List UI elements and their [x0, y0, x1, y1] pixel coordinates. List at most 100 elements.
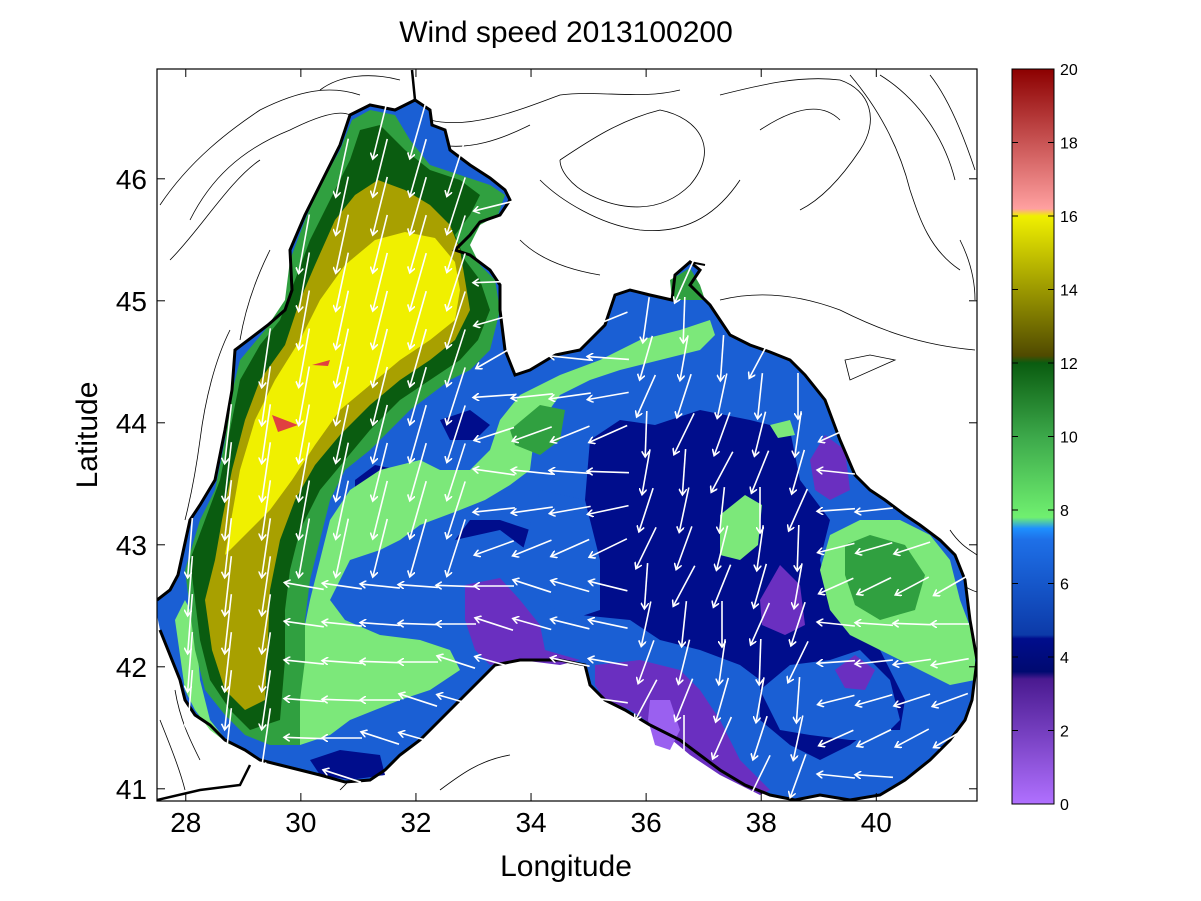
wind-arrow	[588, 659, 628, 667]
wind-arrow	[262, 670, 272, 729]
wind-arrow	[513, 539, 552, 556]
wind-arrow	[299, 328, 311, 387]
x-tick-label: 40	[861, 807, 892, 838]
wind-arrow	[719, 639, 726, 685]
wind-arrow	[399, 694, 438, 707]
wind-arrow	[188, 556, 194, 616]
wind-arrow	[398, 585, 439, 588]
wind-arrow	[299, 290, 311, 349]
wind-arrow	[754, 563, 768, 608]
wind-arrow	[299, 518, 311, 577]
wind-arrow	[474, 200, 515, 211]
wind-arrow	[473, 507, 515, 512]
wind-arrow	[511, 506, 553, 513]
wind-arrow	[262, 442, 272, 501]
wind-arrow	[749, 337, 772, 379]
y-tick-label: 44	[116, 408, 147, 439]
wind-arrow	[284, 699, 325, 702]
wind-arrow	[549, 356, 591, 361]
wind-arrow	[855, 659, 893, 664]
wind-arrow	[476, 346, 513, 369]
wind-arrow	[855, 507, 893, 512]
contour-3-fill-ne	[810, 435, 850, 500]
contour-8-fill-tiny	[770, 420, 795, 438]
wind-arrow	[818, 542, 855, 552]
contour-3-fill-south	[595, 660, 770, 795]
wind-arrow	[323, 770, 362, 783]
wind-arrow	[855, 623, 894, 626]
wind-arrow	[262, 632, 272, 691]
x-tick-label: 32	[400, 807, 431, 838]
wind-arrow	[410, 404, 427, 463]
wind-arrow	[513, 580, 552, 593]
contour-8-fill-mid	[720, 495, 762, 560]
colorbar-tick-label: 14	[1060, 283, 1078, 300]
wind-arrow	[817, 774, 855, 779]
wind-arrow	[262, 708, 272, 767]
wind-arrow	[638, 640, 655, 683]
wind-arrow	[639, 487, 654, 532]
wind-arrow	[788, 640, 809, 682]
wind-arrow	[587, 357, 630, 360]
wind-arrow	[589, 581, 628, 592]
wind-arrow	[751, 450, 770, 494]
contour-8-fill-main	[290, 320, 715, 745]
wind-arrow	[717, 373, 728, 419]
wind-arrow	[713, 716, 733, 759]
wind-arrow	[225, 556, 233, 616]
wind-arrow	[336, 442, 350, 502]
wind-arrow	[635, 679, 658, 721]
wind-arrow	[336, 404, 350, 464]
wind-arrow	[447, 367, 466, 424]
colorbar-ticks: 0 2 4 6 8 10 12 14 16 18 20	[1012, 62, 1078, 814]
wind-arrow	[588, 620, 628, 629]
wind-arrow	[322, 583, 362, 590]
wind-arrow	[817, 509, 856, 512]
wind-arrow	[336, 480, 350, 540]
wind-arrow	[336, 328, 350, 388]
wind-arrow	[360, 584, 400, 589]
wind-arrow	[751, 602, 771, 645]
wind-arrow	[299, 214, 311, 273]
wind-arrow	[410, 214, 427, 273]
wind-arrow	[932, 692, 969, 707]
wind-arrow	[796, 677, 799, 723]
wind-arrow	[299, 366, 311, 425]
wind-arrow	[447, 519, 466, 576]
contour-18-fill-b	[272, 415, 298, 432]
wind-arrow	[513, 618, 552, 631]
wind-arrow	[262, 556, 272, 615]
x-tick-label: 30	[285, 807, 316, 838]
x-tick-label: 36	[631, 807, 662, 838]
wind-arrow	[934, 575, 967, 596]
wind-arrow	[511, 470, 553, 475]
wind-arrow	[225, 442, 233, 502]
wind-arrow	[322, 699, 363, 700]
wind-arrow	[856, 541, 893, 553]
wind-arrow	[551, 425, 590, 442]
wind-arrow	[473, 395, 516, 398]
wind-arrow	[857, 728, 892, 747]
contour-4-fill-north	[440, 410, 490, 440]
wind-arrow	[512, 426, 553, 441]
wind-arrow	[225, 404, 233, 464]
wind-arrow	[683, 296, 685, 343]
contour-10-fill-east	[845, 535, 925, 620]
wind-arrow	[410, 100, 427, 159]
wind-arrow	[373, 214, 389, 273]
wind-arrow	[188, 670, 194, 730]
wind-arrow	[551, 580, 590, 593]
wind-arrow	[410, 252, 427, 311]
wind-arrow	[225, 594, 233, 654]
contour-18-fill-a	[312, 360, 330, 366]
wind-arrow	[299, 442, 311, 501]
wind-arrow	[682, 449, 685, 495]
wind-arrow	[645, 410, 647, 457]
wind-arrow	[934, 727, 967, 748]
wind-arrow	[447, 329, 466, 386]
wind-arrow	[262, 328, 272, 387]
wind-arrow	[225, 708, 233, 768]
wind-arrow	[322, 661, 363, 664]
axes-frame	[156, 68, 978, 802]
